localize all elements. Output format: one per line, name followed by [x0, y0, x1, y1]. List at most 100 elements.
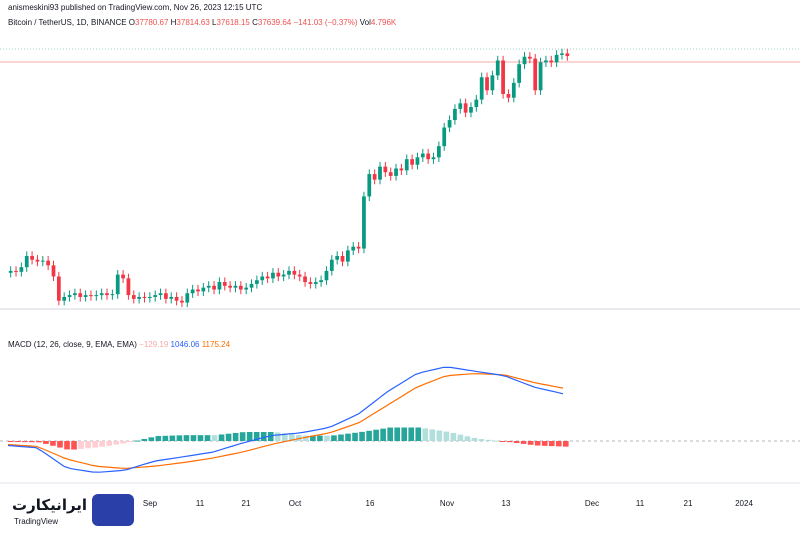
macd-line: [7, 366, 564, 473]
candle-body: [340, 256, 345, 262]
candle-body: [479, 77, 484, 100]
candle-body: [495, 60, 500, 76]
candle-body: [313, 282, 318, 284]
candle-body: [126, 278, 131, 296]
macd-hist-bar: [380, 428, 386, 441]
candle-body: [511, 82, 516, 98]
candle-body: [442, 127, 447, 147]
macd-hist-bar: [471, 437, 478, 441]
macd-hist-bar: [22, 441, 28, 443]
candle-body: [554, 54, 559, 63]
macd-hist-bar: [211, 435, 218, 441]
macd-hist-bar: [394, 427, 400, 441]
candle-body: [164, 293, 168, 299]
time-axis-label: 13: [502, 499, 511, 508]
low-label: L: [212, 18, 217, 27]
logo-text: ایرانیکارت: [12, 496, 88, 514]
candle-body: [185, 293, 190, 303]
time-axis-label: Sep: [143, 499, 158, 508]
candle-body: [62, 296, 67, 301]
candle-body: [281, 274, 286, 277]
candle-body: [46, 260, 51, 266]
candle-body: [565, 53, 570, 57]
macd-hist-bar: [359, 431, 365, 441]
macd-hist-bar: [562, 441, 569, 447]
macd-hist-bar: [345, 433, 351, 441]
candle-body: [436, 146, 441, 158]
candle-body: [212, 285, 216, 290]
candle-body: [271, 272, 275, 279]
macd-hist-bar: [408, 427, 415, 441]
candle-body: [180, 300, 184, 303]
macd-pane: [0, 366, 800, 473]
close-value: 37639.64: [257, 18, 292, 27]
candle-body: [276, 272, 281, 277]
time-axis-label: 21: [242, 499, 251, 508]
candle-body: [110, 294, 115, 296]
macd-hist-bar: [106, 441, 112, 446]
candle-body: [399, 168, 404, 171]
attribution-text: anismeskini93 published on TradingView.c…: [8, 3, 263, 12]
candle-body: [94, 295, 99, 297]
macd-hist-bar: [85, 441, 91, 449]
macd-hist-bar: [274, 432, 281, 441]
macd-hist-bar: [225, 433, 232, 441]
candle-body: [40, 260, 45, 262]
candle-body: [463, 103, 468, 113]
low-value: 37618.15: [216, 18, 250, 27]
candle-body: [115, 274, 120, 295]
candle-body: [501, 60, 505, 94]
signal-value: 1175.24: [201, 340, 231, 349]
high-label: H: [170, 18, 177, 27]
logo-badge-icon: [92, 494, 134, 526]
macd-hist-bar: [436, 430, 443, 441]
candle-body: [8, 270, 13, 273]
candle-body: [372, 174, 377, 180]
time-axis-label: 11: [636, 499, 645, 508]
candle-body: [265, 276, 270, 279]
macd-hist-bar: [303, 435, 309, 441]
candle-body: [83, 295, 88, 297]
candle-body: [420, 153, 425, 158]
macd-hist-bar: [36, 441, 42, 443]
candle-body: [19, 267, 24, 272]
candle-body: [105, 293, 109, 296]
macd-hist-bar: [289, 434, 295, 441]
candle-body: [131, 295, 136, 299]
tradingview-logo-text: TradingView: [14, 517, 59, 526]
candle-body: [190, 289, 195, 294]
macd-hist-bar: [99, 441, 105, 447]
macd-hist-bar: [204, 435, 211, 441]
macd-hist-bar: [324, 435, 330, 441]
candle-body: [319, 280, 323, 283]
macd-hist-bar: [513, 441, 520, 444]
macd-hist-bar: [197, 435, 204, 441]
time-axis-label: Nov: [440, 499, 454, 508]
macd-hist-bar: [281, 433, 288, 441]
macd-hist-bar: [541, 441, 548, 446]
macd-hist-bar: [260, 432, 267, 441]
macd-hist-bar: [387, 427, 393, 441]
macd-hist-bar: [8, 441, 14, 442]
signal-line: [7, 373, 564, 469]
candle-body: [378, 166, 382, 180]
candle-body: [533, 58, 538, 91]
candle-body: [356, 246, 361, 249]
macd-hist-bar: [92, 441, 98, 448]
vol-label: Vol: [359, 18, 371, 27]
macd-hist-bar: [443, 431, 450, 441]
macd-hist-bar: [373, 429, 379, 441]
candle-body: [137, 296, 142, 299]
macd-hist-bar: [155, 436, 162, 441]
candle-body: [410, 159, 414, 165]
close-label: C: [252, 18, 258, 27]
candle-body: [142, 296, 147, 298]
candle-body: [35, 259, 40, 262]
macd-hist-bar: [401, 427, 408, 441]
macd-hist-bar: [527, 441, 534, 445]
macd-hist-bar: [71, 441, 77, 450]
candle-body: [431, 157, 436, 160]
open-label: O: [128, 18, 136, 27]
macd-hist-bar: [366, 430, 372, 441]
